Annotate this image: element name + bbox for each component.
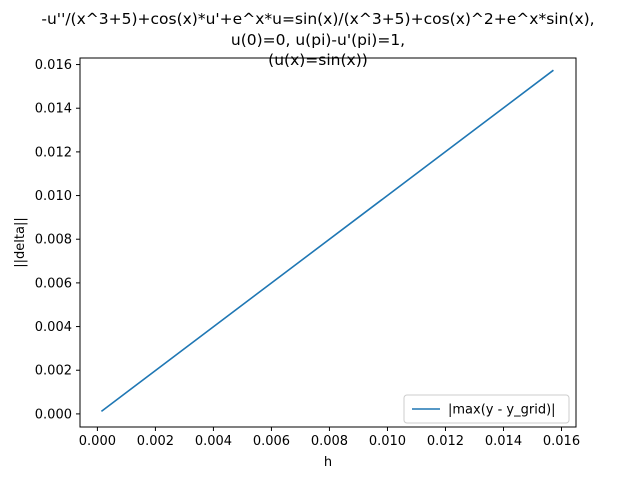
x-axis-label: h xyxy=(324,455,332,470)
y-axis-ticks: 0.000 0.002 0.004 0.006 0.008 0.010 0.012 0.014… xyxy=(35,58,80,422)
x-tick-label: 0.010 xyxy=(369,434,406,449)
series-line xyxy=(100,69,554,412)
x-tick-label: 0.014 xyxy=(485,434,522,449)
x-tick-label: 0.016 xyxy=(543,434,580,449)
x-axis-ticks: 0.000 0.002 0.004 0.006 0.008 0.010 0.012 0.014… xyxy=(79,427,580,449)
x-tick-label: 0.006 xyxy=(253,434,290,449)
y-tick-label: 0.000 xyxy=(35,407,72,422)
y-tick-label: 0.010 xyxy=(35,189,72,204)
y-tick-label: 0.016 xyxy=(35,58,72,73)
y-axis-label: ||delta|| xyxy=(13,217,28,267)
legend: |max(y - y_grid)| xyxy=(403,394,570,424)
y-tick-label: 0.004 xyxy=(35,320,72,335)
y-tick-label: 0.008 xyxy=(35,233,72,248)
chart-title-line-3: (u(x)=sin(x)) xyxy=(268,51,368,69)
legend-box xyxy=(403,394,570,424)
plot-area-frame xyxy=(79,57,577,428)
x-tick-label: 0.000 xyxy=(79,434,116,449)
y-tick-label: 0.014 xyxy=(35,102,72,117)
x-tick-label: 0.008 xyxy=(311,434,348,449)
plot-series xyxy=(100,69,554,412)
chart-title-line-1: -u''/(x^3+5)+cos(x)*u'+e^x*u=sin(x)/(x^3… xyxy=(41,10,594,28)
x-tick-label: 0.004 xyxy=(195,434,232,449)
x-tick-label: 0.002 xyxy=(137,434,174,449)
x-tick-label: 0.012 xyxy=(427,434,464,449)
y-tick-label: 0.002 xyxy=(35,364,72,379)
chart-title: -u''/(x^3+5)+cos(x)*u'+e^x*u=sin(x)/(x^3… xyxy=(41,10,594,69)
y-tick-label: 0.006 xyxy=(35,276,72,291)
chart-title-line-2: u(0)=0, u(pi)-u'(pi)=1, xyxy=(231,31,405,49)
y-tick-label: 0.012 xyxy=(35,145,72,160)
legend-entry-label: |max(y - y_grid)| xyxy=(448,403,556,418)
